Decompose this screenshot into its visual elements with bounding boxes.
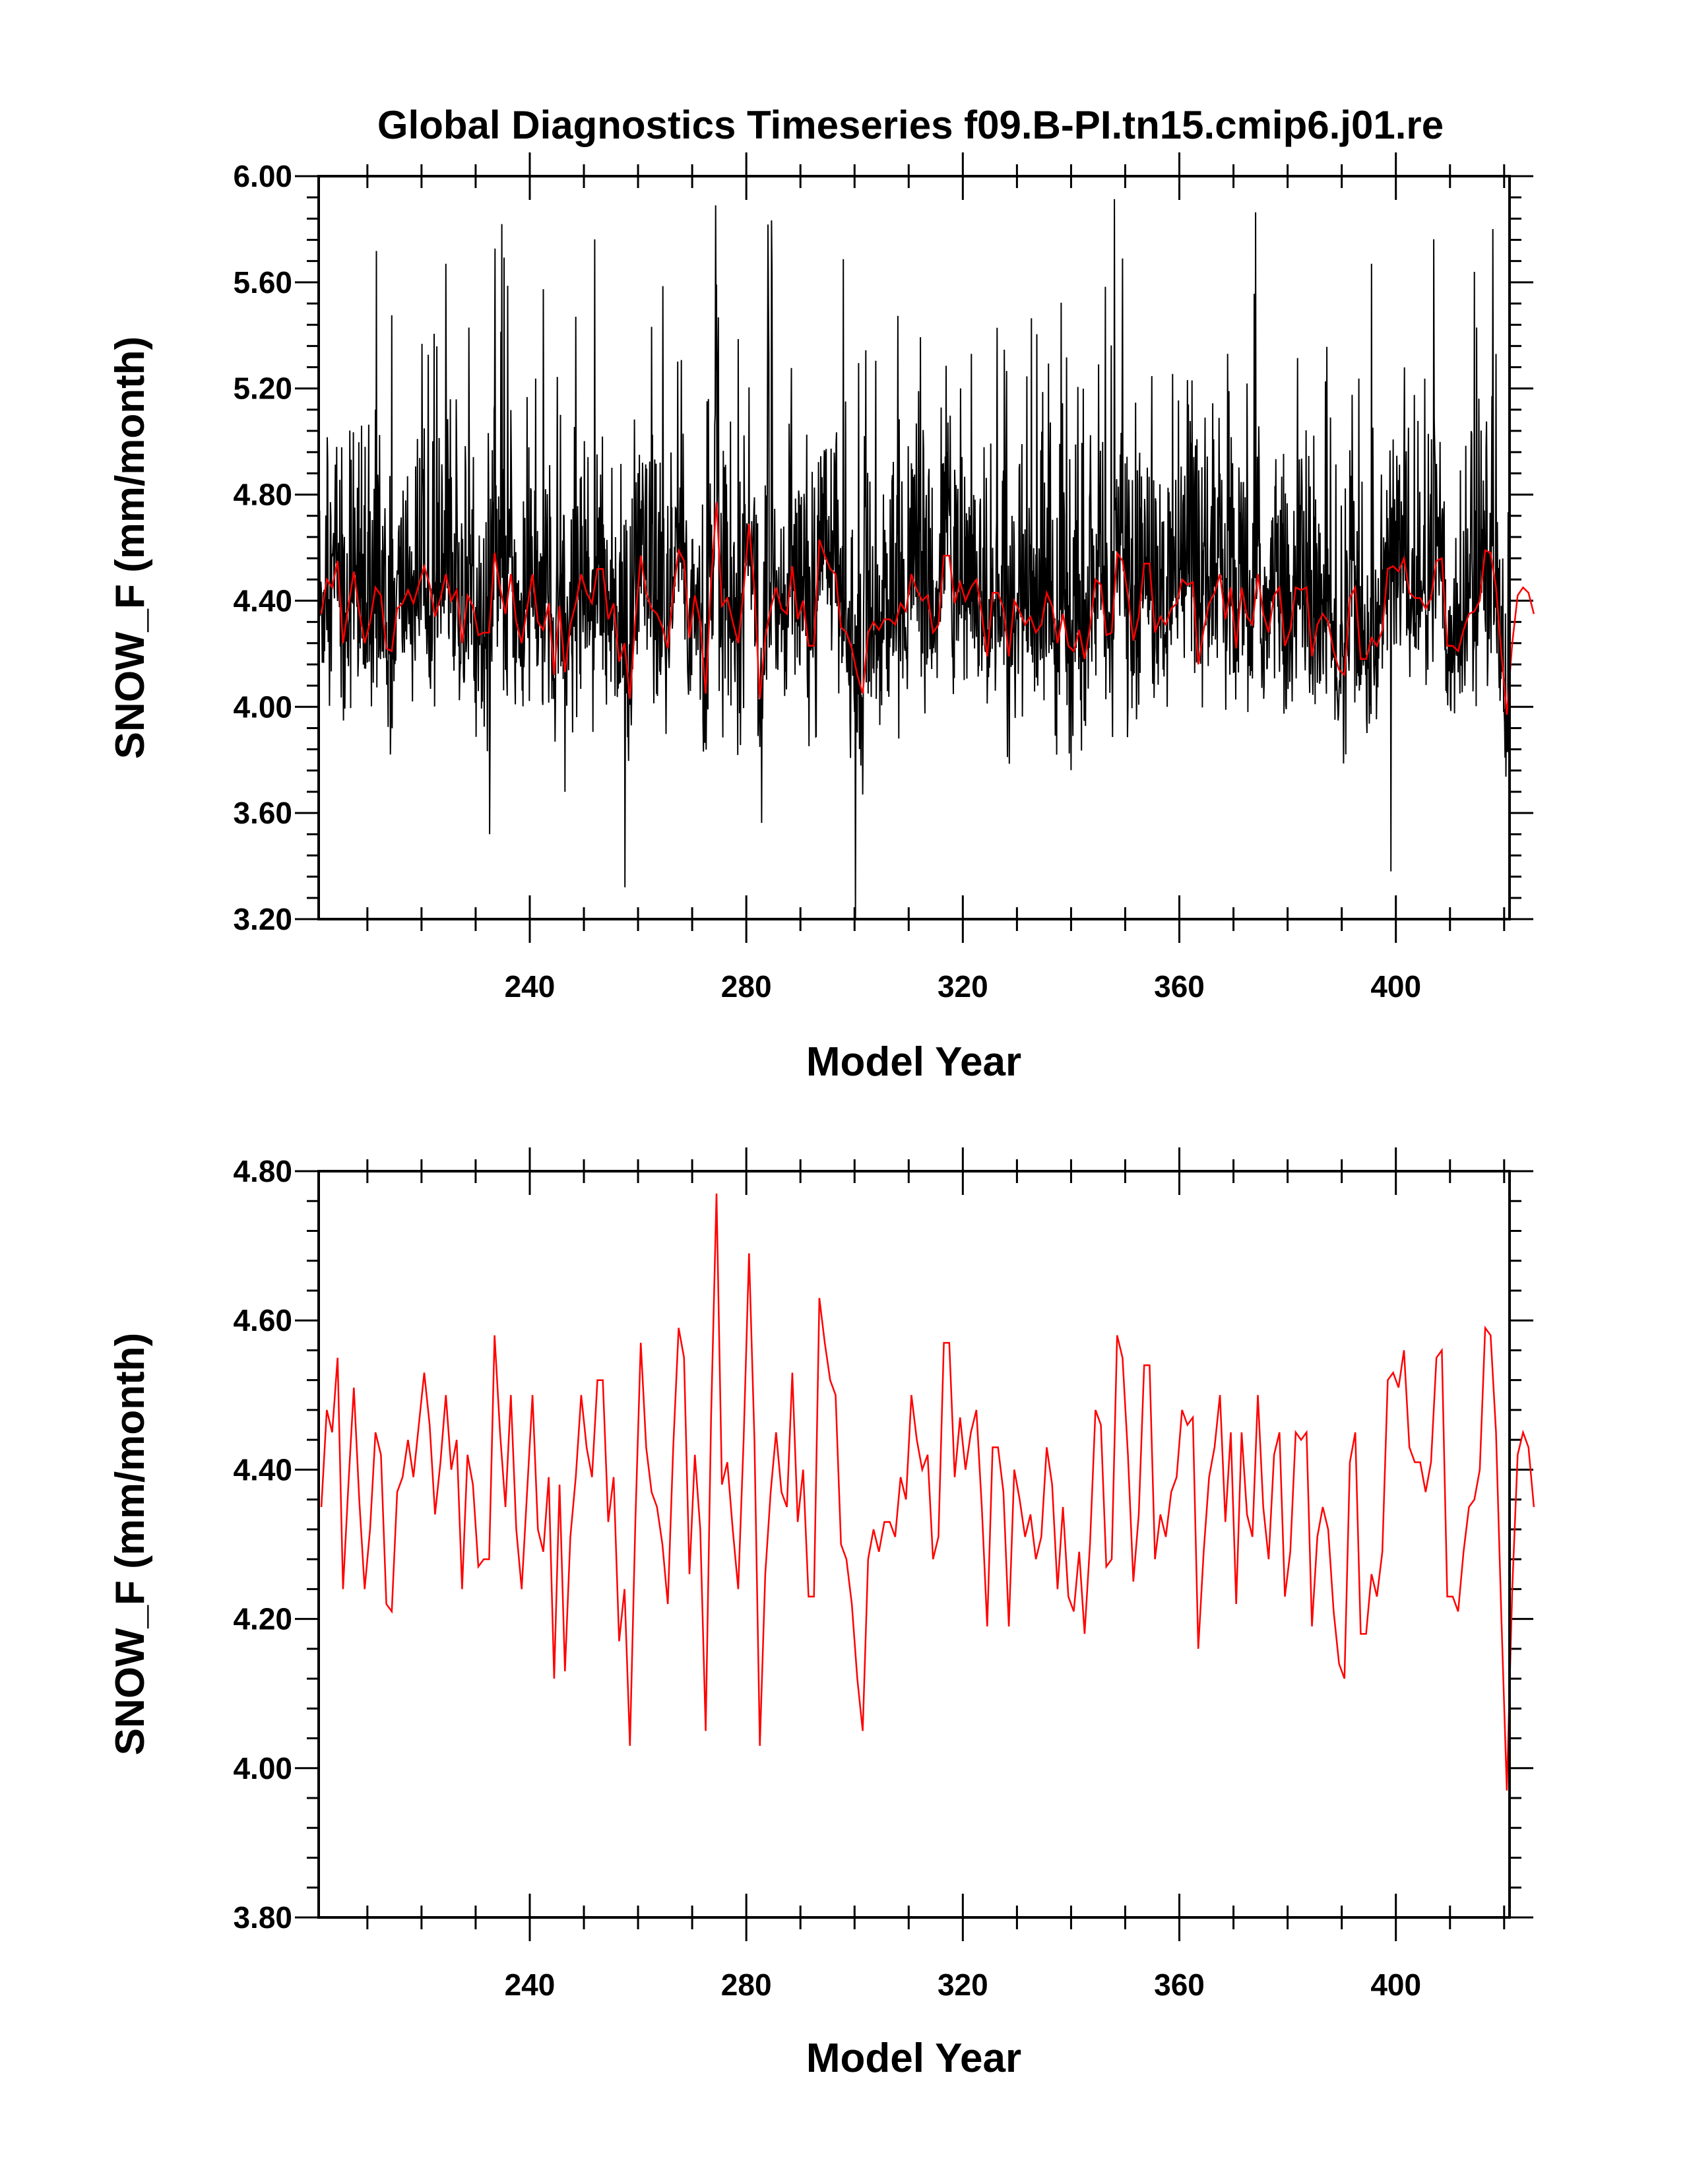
- x-axis-label-bottom: Model Year: [806, 2036, 1021, 2081]
- y-tick-label: 3.20: [233, 902, 292, 936]
- y-tick-label: 3.60: [233, 796, 292, 830]
- y-tick-label: 4.20: [233, 1602, 292, 1636]
- x-tick-label: 280: [721, 969, 772, 1004]
- x-tick-label: 320: [938, 969, 988, 1004]
- series-layer-top: [318, 199, 1535, 920]
- x-tick-label: 400: [1370, 969, 1421, 1004]
- y-tick-label: 4.40: [233, 1452, 292, 1487]
- x-tick-label: 360: [1154, 969, 1205, 1004]
- y-tick-label: 4.00: [233, 1751, 292, 1785]
- monthly-series-line: [318, 199, 1510, 920]
- annual-series-line: [320, 1193, 1535, 1791]
- y-tick-label: 6.00: [233, 159, 292, 193]
- x-tick-label: 400: [1370, 1968, 1421, 2002]
- y-tick-label: 4.80: [233, 1154, 292, 1188]
- x-tick-label: 240: [505, 969, 556, 1004]
- plot-frame-top: [317, 175, 1511, 920]
- y-tick-label: 4.80: [233, 478, 292, 512]
- tick-labels-top: 240 280 320 360 400 3.20 3.60 4.00 4.40 4.80 5.20 5…: [233, 159, 1421, 1004]
- axis-ticks-bottom: [295, 1147, 1533, 1941]
- plot-frame-bottom: [317, 1170, 1511, 1919]
- chart-panel-top: 240 280 320 360 400 3.20 3.60 4.00 4.40 4.80 5.20 5…: [108, 152, 1535, 1085]
- series-layer-bottom: [320, 1193, 1535, 1791]
- annual-series-line: [320, 502, 1535, 715]
- figure-title: Global Diagnostics Timeseries f09.B-PI.t…: [377, 103, 1444, 147]
- x-tick-label: 280: [721, 1968, 772, 2002]
- x-axis-label-top: Model Year: [806, 1039, 1021, 1085]
- x-tick-label: 240: [505, 1968, 556, 2002]
- y-tick-label: 4.00: [233, 690, 292, 724]
- y-tick-label: 5.20: [233, 371, 292, 406]
- tick-labels-bottom: 240 280 320 360 400 3.80 4.00 4.20 4.40 4.60 4.80: [233, 1154, 1421, 2002]
- x-tick-label: 360: [1154, 1968, 1205, 2002]
- y-axis-label-bottom: SNOW_F (mm/month): [108, 1333, 153, 1756]
- y-tick-label: 4.60: [233, 1303, 292, 1337]
- y-tick-label: 3.80: [233, 1900, 292, 1935]
- y-tick-label: 5.60: [233, 265, 292, 300]
- y-tick-label: 4.40: [233, 583, 292, 618]
- y-axis-label-top: SNOW_F (mm/month): [108, 337, 153, 759]
- x-tick-label: 320: [938, 1968, 988, 2002]
- chart-panel-bottom: 240 280 320 360 4003.804.004.204.404.604.80 …: [108, 1147, 1535, 2081]
- axis-ticks-top: [295, 152, 1533, 943]
